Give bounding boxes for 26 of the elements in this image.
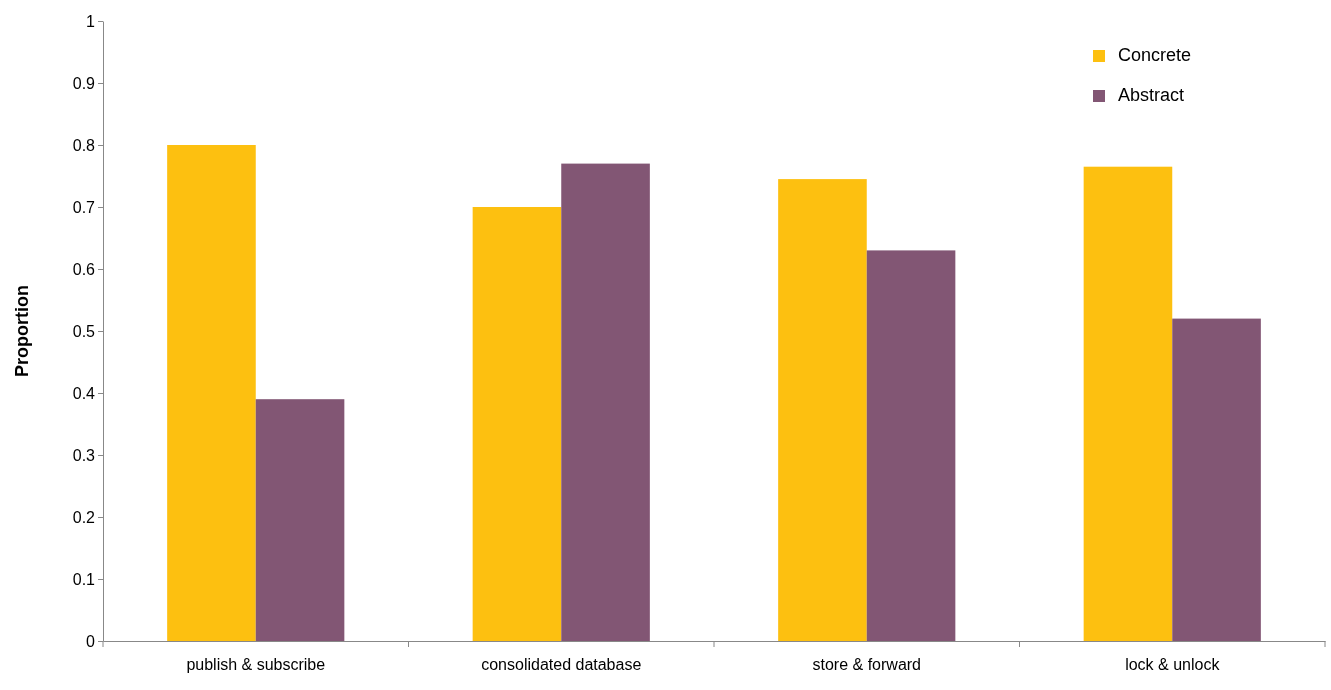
legend-label: Abstract — [1118, 85, 1185, 105]
x-tick-label: publish & subscribe — [186, 655, 326, 673]
y-tick-label: 0.5 — [72, 322, 96, 340]
y-tick-label: 0.9 — [72, 74, 96, 92]
bar — [472, 207, 562, 641]
y-tick-label: 0.1 — [72, 570, 96, 588]
bar — [561, 163, 650, 641]
y-tick-label: 1 — [86, 12, 96, 30]
bar — [1083, 166, 1173, 641]
legend-label: Concrete — [1118, 45, 1192, 65]
bar — [167, 145, 256, 641]
bar — [778, 179, 867, 641]
y-tick-label: 0.6 — [72, 260, 96, 278]
y-tick-label: 0.3 — [72, 446, 96, 464]
y-axis-title: Proportion — [12, 285, 32, 377]
y-tick-label: 0 — [86, 632, 96, 650]
bar — [1172, 318, 1261, 641]
y-tick-label: 0.4 — [72, 384, 96, 402]
y-tick-label: 0.7 — [72, 198, 96, 216]
bar — [255, 399, 345, 641]
bar — [866, 250, 956, 641]
x-tick-label: store & forward — [812, 655, 921, 673]
y-tick-label: 0.8 — [72, 136, 96, 154]
x-tick-label: lock & unlock — [1125, 655, 1221, 673]
x-tick-label: consolidated database — [481, 655, 642, 673]
y-tick-label: 0.2 — [72, 508, 96, 526]
